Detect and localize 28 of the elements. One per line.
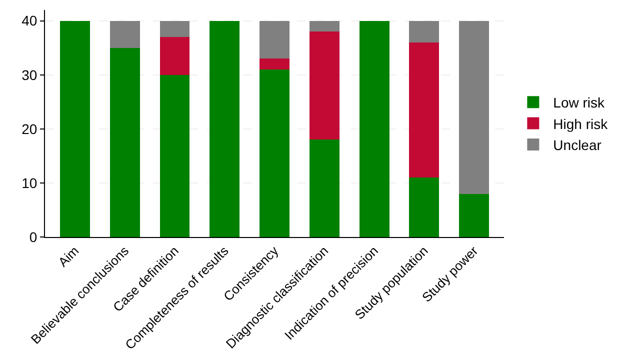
- y-tick-label: 0: [29, 228, 38, 245]
- legend-label: Unclear: [553, 136, 602, 153]
- legend-label: High risk: [553, 116, 609, 132]
- bar: [210, 20, 240, 237]
- legend-label: Low risk: [553, 94, 606, 111]
- bar: [459, 20, 490, 194]
- bar: [160, 20, 190, 38]
- bar: [110, 20, 140, 48]
- bar: [260, 69, 290, 237]
- bar: [160, 37, 190, 75]
- bar: [160, 74, 190, 237]
- y-tick-label: 40: [22, 12, 38, 29]
- bar: [409, 20, 440, 42]
- bar: [359, 20, 390, 237]
- bar: [409, 178, 440, 237]
- y-tick-label: 20: [22, 120, 38, 137]
- bar: [60, 20, 90, 237]
- y-tick-label: 30: [22, 66, 38, 83]
- bar: [459, 194, 490, 237]
- x-tick-label: Aim: [55, 243, 82, 270]
- bar: [110, 48, 140, 237]
- bar: [409, 42, 440, 178]
- bar: [309, 140, 340, 237]
- bar: [260, 58, 290, 70]
- bar: [309, 32, 340, 140]
- bar: [309, 20, 340, 32]
- y-tick-label: 10: [22, 174, 38, 191]
- bar: [260, 20, 290, 59]
